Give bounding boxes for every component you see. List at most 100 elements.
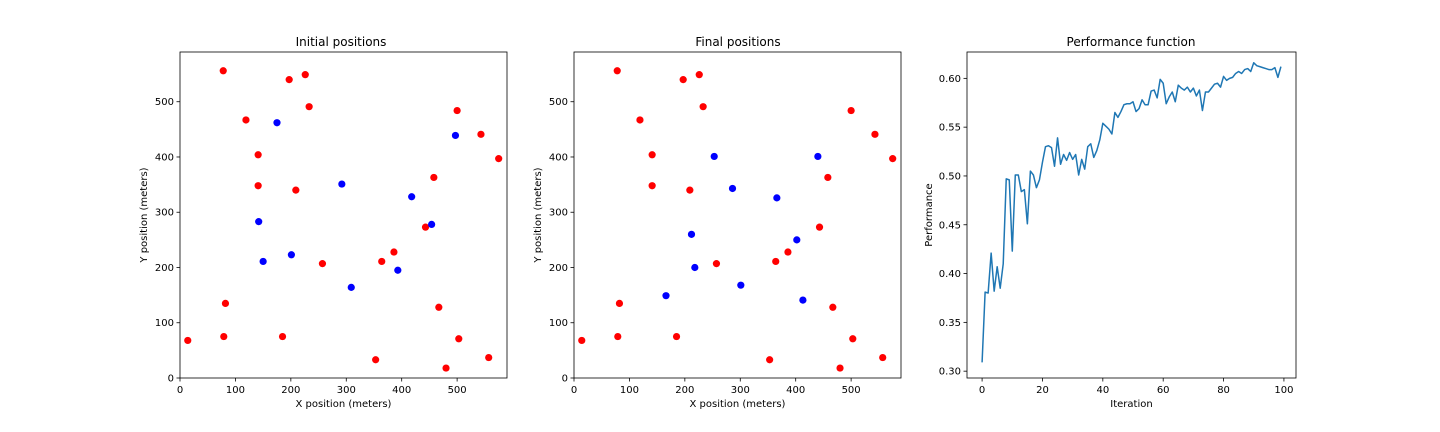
point-red: [455, 335, 463, 343]
point-blue: [428, 220, 436, 228]
point-red: [485, 353, 493, 362]
performance-line: [981, 61, 1282, 363]
x-tick-label: 100: [620, 385, 639, 396]
point-red: [672, 332, 681, 341]
x-tick-label: 400: [392, 385, 411, 396]
x-tick-label: 200: [281, 385, 300, 396]
point-red: [871, 130, 879, 138]
point-red: [220, 332, 228, 341]
y-tick-label: 0.30: [939, 367, 961, 378]
chart-title: Final positions: [695, 35, 780, 49]
point-red: [784, 248, 792, 256]
plot-area: [578, 67, 897, 372]
point-red: [699, 103, 707, 111]
x-tick-label: 100: [1274, 385, 1293, 396]
point-red: [219, 67, 227, 75]
point-red: [648, 182, 656, 190]
point-red: [285, 76, 293, 84]
point-red: [836, 364, 844, 372]
performance-function-panel: Performance function Iteration Performan…: [924, 35, 1297, 410]
x-tick-label: 0: [177, 385, 183, 396]
x-tick-label: 300: [337, 385, 356, 396]
point-blue: [687, 230, 696, 238]
y-tick-label: 100: [549, 318, 568, 329]
y-tick-label: 300: [549, 208, 568, 219]
x-tick-label: 0: [979, 385, 985, 396]
x-tick-label: 200: [675, 385, 694, 396]
point-red: [184, 336, 192, 345]
axes-frame: [179, 51, 508, 379]
point-blue: [408, 193, 416, 201]
chart-title: Performance function: [1067, 35, 1196, 49]
y-tick-label: 0.50: [939, 171, 961, 182]
x-tick-label: 100: [226, 385, 245, 396]
axes-frame: [573, 51, 902, 379]
y-tick-label: 0.60: [939, 74, 961, 85]
point-blue: [799, 296, 807, 304]
point-red: [636, 116, 644, 124]
y-axis-label: Y position (meters): [139, 167, 150, 263]
point-red: [829, 303, 837, 311]
x-tick-label: 400: [786, 385, 805, 396]
y-tick-label: 200: [155, 263, 174, 274]
x-tick-label: 300: [731, 385, 750, 396]
point-red: [766, 356, 774, 364]
plot-area: [184, 67, 503, 372]
point-red: [242, 116, 250, 124]
point-red: [477, 130, 485, 138]
final-positions-panel: Final positions X position (meters) Y po…: [533, 35, 902, 410]
axes-frame: [966, 51, 1297, 379]
point-red: [613, 67, 621, 75]
x-tick-label: 500: [448, 385, 467, 396]
y-tick-label: 0: [168, 374, 174, 385]
point-red: [378, 257, 386, 266]
point-red: [292, 186, 300, 194]
y-tick-label: 200: [549, 263, 568, 274]
x-axis-label: Iteration: [1110, 399, 1152, 410]
point-blue: [394, 266, 402, 274]
point-red: [824, 173, 832, 182]
y-axis-label: Performance: [924, 183, 935, 246]
point-red: [442, 364, 450, 372]
point-red: [305, 103, 313, 111]
y-tick-label: 300: [155, 208, 174, 219]
y-tick-label: 100: [155, 318, 174, 329]
point-red: [648, 151, 656, 159]
point-blue: [338, 180, 346, 188]
y-tick-label: 0.40: [939, 269, 961, 280]
point-red: [712, 260, 721, 268]
point-red: [318, 260, 327, 268]
initial-positions-panel: Initial positions X position (meters) Y …: [139, 35, 508, 410]
y-tick-label: 500: [549, 97, 568, 108]
point-red: [372, 356, 380, 364]
point-red: [435, 303, 443, 311]
x-tick-label: 40: [1096, 385, 1109, 396]
point-red: [679, 76, 687, 84]
point-blue: [662, 292, 670, 300]
x-tick-label: 0: [571, 385, 577, 396]
point-red: [815, 223, 824, 231]
y-tick-label: 0.55: [939, 123, 961, 134]
y-tick-label: 0.35: [939, 318, 961, 329]
point-blue: [451, 131, 460, 140]
point-red: [221, 299, 230, 308]
point-blue: [347, 283, 355, 291]
point-red: [278, 332, 287, 341]
point-red: [495, 155, 503, 163]
point-red: [615, 299, 624, 308]
plot-area: [981, 61, 1282, 363]
point-blue: [287, 251, 296, 259]
x-axis-label: X position (meters): [296, 399, 392, 410]
point-blue: [728, 184, 737, 193]
y-tick-label: 400: [549, 152, 568, 163]
point-red: [772, 257, 780, 266]
point-blue: [773, 194, 781, 202]
y-axis-label: Y position (meters): [533, 167, 544, 263]
point-blue: [737, 281, 745, 289]
x-tick-label: 500: [842, 385, 861, 396]
x-tick-label: 80: [1217, 385, 1230, 396]
y-tick-label: 400: [155, 152, 174, 163]
point-red: [879, 353, 887, 362]
point-red: [254, 151, 262, 159]
